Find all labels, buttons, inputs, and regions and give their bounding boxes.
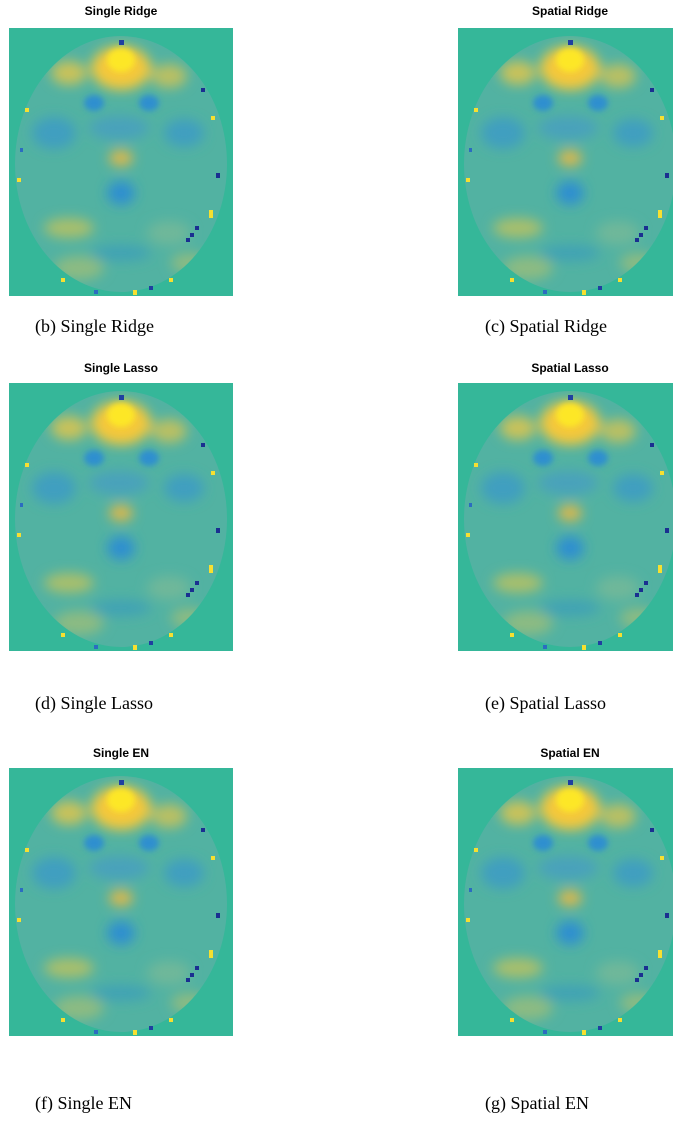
panel: Spatial Lasso (e) Spatial Lasso (458, 361, 673, 714)
heatmap-image (9, 768, 233, 1036)
panel-title: Spatial Lasso (531, 361, 608, 375)
heatmap-image (458, 28, 673, 296)
panel: Single Lasso (d) Single Lasso (9, 361, 233, 714)
panel-caption: (b) Single Ridge (35, 316, 154, 337)
page: Single Ridge (b) Single Ridge Spatial Ridg… (0, 0, 673, 1142)
panel-caption: (c) Spatial Ridge (485, 316, 607, 337)
panel: Spatial Ridge (c) Spatial Ridge (458, 4, 673, 337)
panel-title: Single EN (93, 746, 149, 760)
heatmap-image (458, 383, 673, 651)
panel: Single Ridge (b) Single Ridge (9, 4, 233, 337)
heatmap-image (458, 768, 673, 1036)
panel-title: Spatial Ridge (532, 4, 608, 18)
figure: Single Ridge (b) Single Ridge Spatial Ridg… (0, 0, 673, 1142)
panel-title: Single Ridge (85, 4, 158, 18)
panel-title: Spatial EN (540, 746, 599, 760)
panel: Single EN (f) Single EN (9, 746, 233, 1114)
panel-caption: (f) Single EN (35, 1093, 132, 1114)
heatmap-image (9, 28, 233, 296)
panel-caption: (e) Spatial Lasso (485, 693, 606, 714)
panel-caption: (d) Single Lasso (35, 693, 153, 714)
panel: Spatial EN (g) Spatial EN (458, 746, 673, 1114)
panel-caption: (g) Spatial EN (485, 1093, 589, 1114)
heatmap-image (9, 383, 233, 651)
panel-title: Single Lasso (84, 361, 158, 375)
